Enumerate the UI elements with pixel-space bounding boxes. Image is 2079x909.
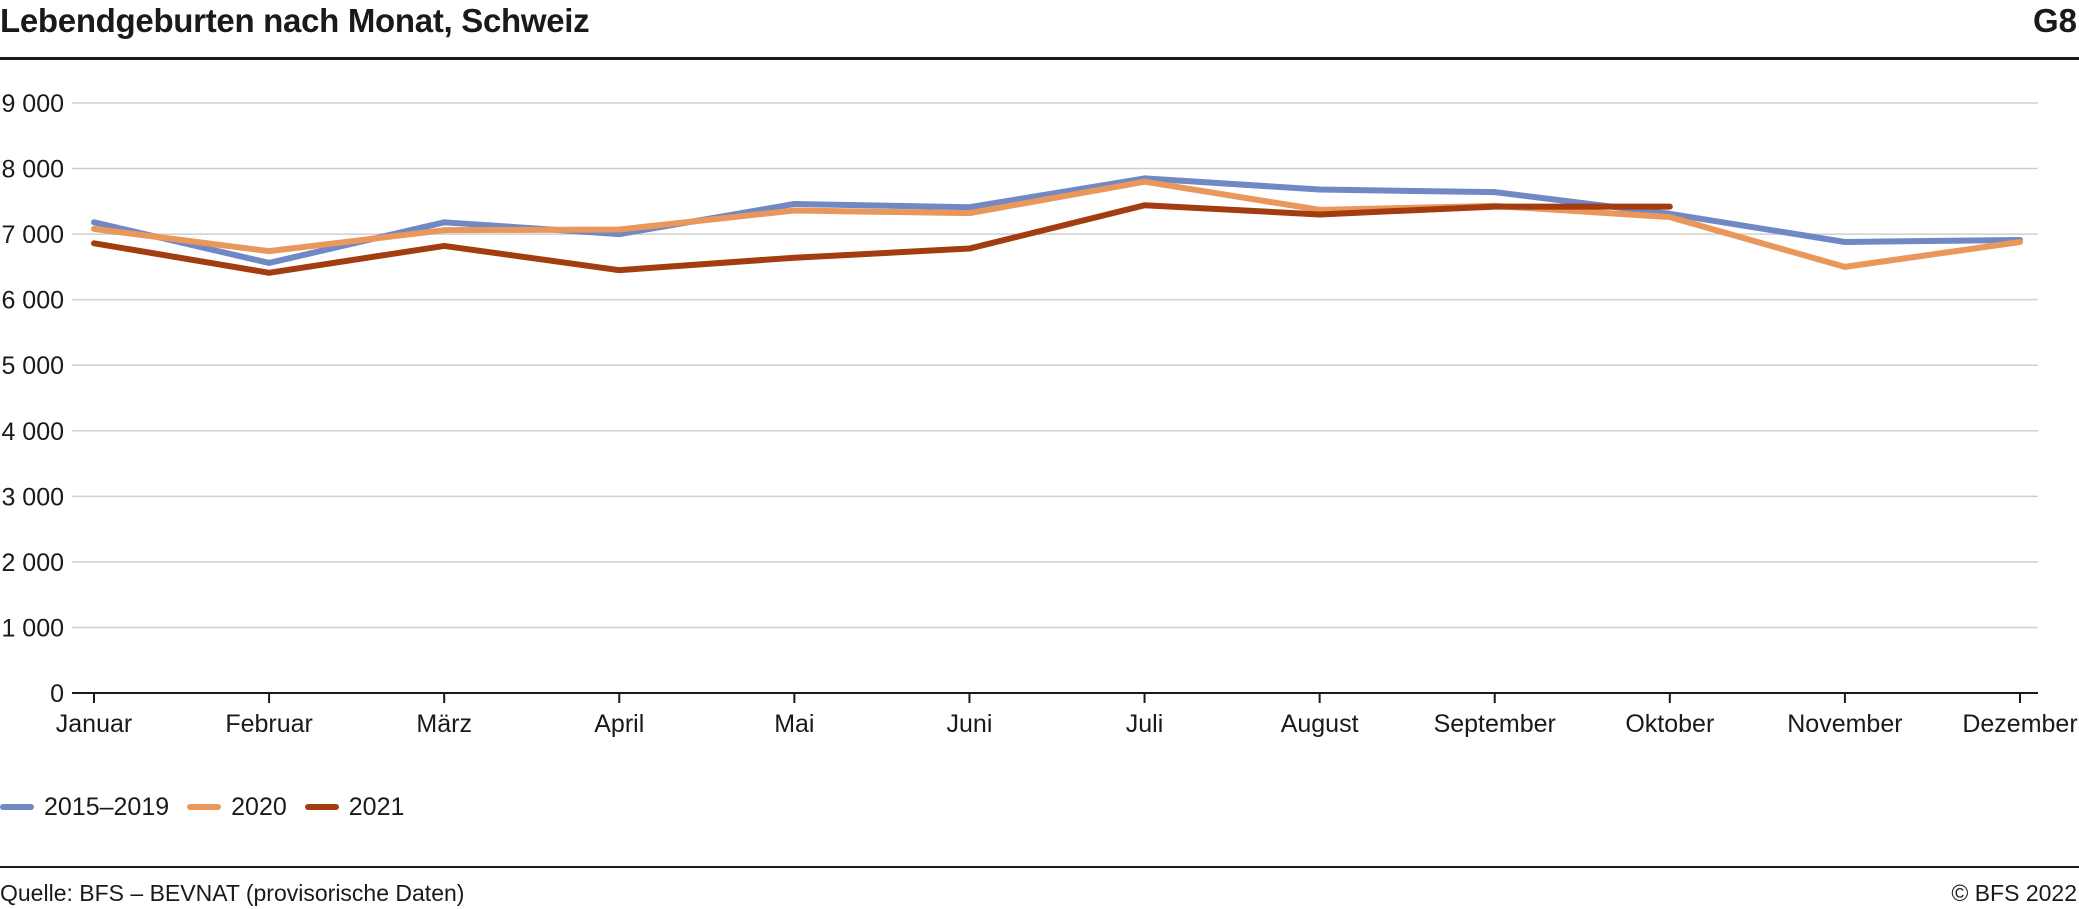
legend-label: 2021 [348, 792, 405, 821]
x-tick-label: Dezember [1962, 710, 2077, 738]
series-line-1 [91, 178, 2023, 270]
legend-item: 2021 [304, 792, 405, 822]
x-tick-label: Januar [56, 710, 132, 738]
series-line-0 [91, 175, 2023, 266]
line-chart: 0 1 000 2 000 3 000 4 000 5 000 6 000 7 000 8 00… [1, 90, 2077, 738]
x-tick-label: Februar [225, 710, 313, 738]
y-tick-label: 2 000 [1, 549, 64, 577]
x-tick-label: Oktober [1625, 710, 1714, 738]
x-tick-label: Mai [774, 710, 814, 738]
y-tick-label: 1 000 [1, 614, 64, 642]
y-tick-label: 7 000 [1, 221, 64, 249]
y-tick-label: 6 000 [1, 287, 64, 315]
x-tick-label: August [1281, 710, 1359, 738]
y-tick-label: 9 000 [1, 90, 64, 118]
x-tick-label: September [1434, 710, 1556, 738]
legend-item: 2015–2019 [0, 793, 169, 822]
chart-title: Lebendgeburten nach Monat, Schweiz [0, 2, 590, 39]
bottom-rule [0, 866, 2079, 868]
x-tick-label: April [594, 710, 644, 738]
y-tick-label: 8 000 [1, 156, 64, 184]
x-tick-label: Juni [947, 710, 993, 738]
y-tick-label: 4 000 [1, 418, 64, 446]
source-note: Quelle: BFS – BEVNAT (provisorische Date… [0, 880, 465, 906]
top-rule [0, 57, 2079, 60]
series-lines [91, 175, 2023, 276]
legend: 2015–2019 2020 2021 [0, 790, 422, 824]
x-tick-label: Juli [1126, 710, 1164, 738]
x-tick-label: März [416, 710, 472, 738]
y-tick-label: 5 000 [1, 352, 64, 380]
legend-swatch [304, 804, 339, 810]
legend-label: 2015–2019 [44, 792, 170, 821]
chart-header: Lebendgeburten nach Monat, Schweiz G8 [0, 0, 2079, 58]
series-line-2 [91, 202, 1673, 276]
legend-label: 2020 [231, 792, 287, 821]
legend-swatch [187, 804, 222, 810]
figure-id: G8 [2032, 2, 2077, 39]
y-tick-label: 0 [50, 680, 64, 708]
legend-item: 2020 [187, 793, 287, 822]
y-tick-label: 3 000 [1, 483, 64, 511]
axes: 0 1 000 2 000 3 000 4 000 5 000 6 000 7 000 8 00… [1, 90, 2077, 738]
x-tick-label: November [1787, 710, 1902, 738]
copyright-note: © BFS 2022 [1951, 880, 2077, 906]
gridlines [72, 102, 2038, 629]
legend-swatch [0, 804, 34, 810]
